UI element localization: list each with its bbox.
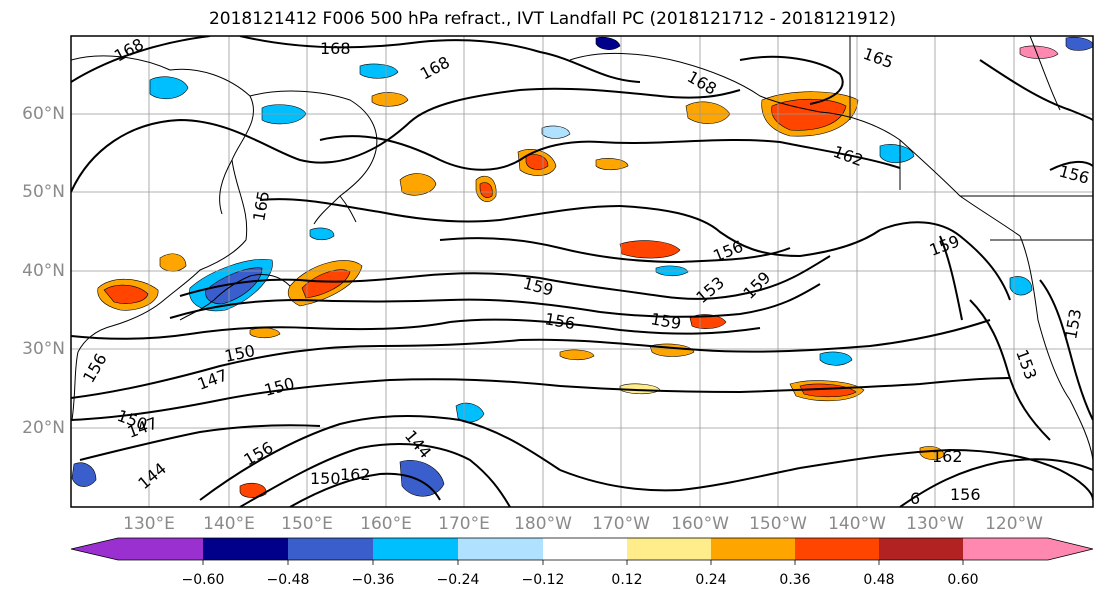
coastlines: [71, 36, 1093, 461]
lon-label: 140°E: [203, 514, 255, 534]
lat-label: 40°N: [22, 261, 65, 281]
lat-label: 20°N: [22, 418, 65, 438]
contour-label: 150: [310, 469, 341, 488]
lat-label: 30°N: [22, 339, 65, 359]
colorbar-segment: [963, 538, 1048, 560]
lat-label: 60°N: [22, 104, 65, 124]
lon-label: 150°E: [281, 514, 333, 534]
colorbar-tick-label: 0.48: [863, 572, 895, 588]
lat-label: 50°N: [22, 182, 65, 202]
colorbar-tick-label: −0.60: [181, 572, 225, 588]
map-title: 2018121412 F006 500 hPa refract., IVT La…: [208, 9, 896, 29]
map-frame: [70, 35, 1094, 508]
lon-label: 130°W: [906, 514, 964, 534]
colorbar-segment: [795, 538, 879, 560]
colorbar-tick-label: −0.24: [436, 572, 480, 588]
lon-label: 170°W: [592, 514, 650, 534]
colorbar-tick-label: 0.24: [695, 572, 727, 588]
contour-label: 168: [320, 39, 351, 58]
colorbar-segment: [458, 538, 543, 560]
lon-label: 160°E: [360, 514, 412, 534]
lon-label: 130°E: [123, 514, 175, 534]
colorbar-extend-high: [1048, 538, 1093, 560]
colorbar: [70, 537, 1094, 565]
contour-label: 162: [340, 465, 371, 484]
colorbar-segment: [203, 538, 288, 560]
contour-label: 162: [932, 447, 963, 466]
lon-label: 120°W: [985, 514, 1043, 534]
lon-label: 180°W: [514, 514, 572, 534]
colorbar-tick-label: −0.48: [266, 572, 310, 588]
colorbar-segment: [627, 538, 711, 560]
contour-label: 6: [910, 489, 920, 508]
contour-lines: [71, 36, 1093, 507]
colorbar-extend-low: [71, 538, 118, 560]
colorbar-segment: [711, 538, 795, 560]
colorbar-segment: [373, 538, 458, 560]
contour-label: 156: [950, 485, 981, 504]
shaded-refractivity-field: [71, 36, 1093, 498]
colorbar-segment: [543, 538, 627, 560]
map-area: 168 168 168 168 165 165 162 156 159 156 …: [71, 36, 1093, 508]
lon-label: 150°W: [749, 514, 807, 534]
lon-label: 170°E: [438, 514, 490, 534]
graticule-grid: [71, 36, 1093, 507]
colorbar-tick-label: 0.60: [947, 572, 979, 588]
colorbar-tick-label: 0.36: [779, 572, 811, 588]
colorbar-tick-label: −0.36: [351, 572, 395, 588]
lon-label: 160°W: [671, 514, 729, 534]
colorbar-segment: [288, 538, 373, 560]
colorbar-tick-label: −0.12: [521, 572, 565, 588]
lon-label: 140°W: [828, 514, 886, 534]
colorbar-tick-label: 0.12: [611, 572, 643, 588]
colorbar-segment: [879, 538, 963, 560]
colorbar-segment: [118, 538, 203, 560]
